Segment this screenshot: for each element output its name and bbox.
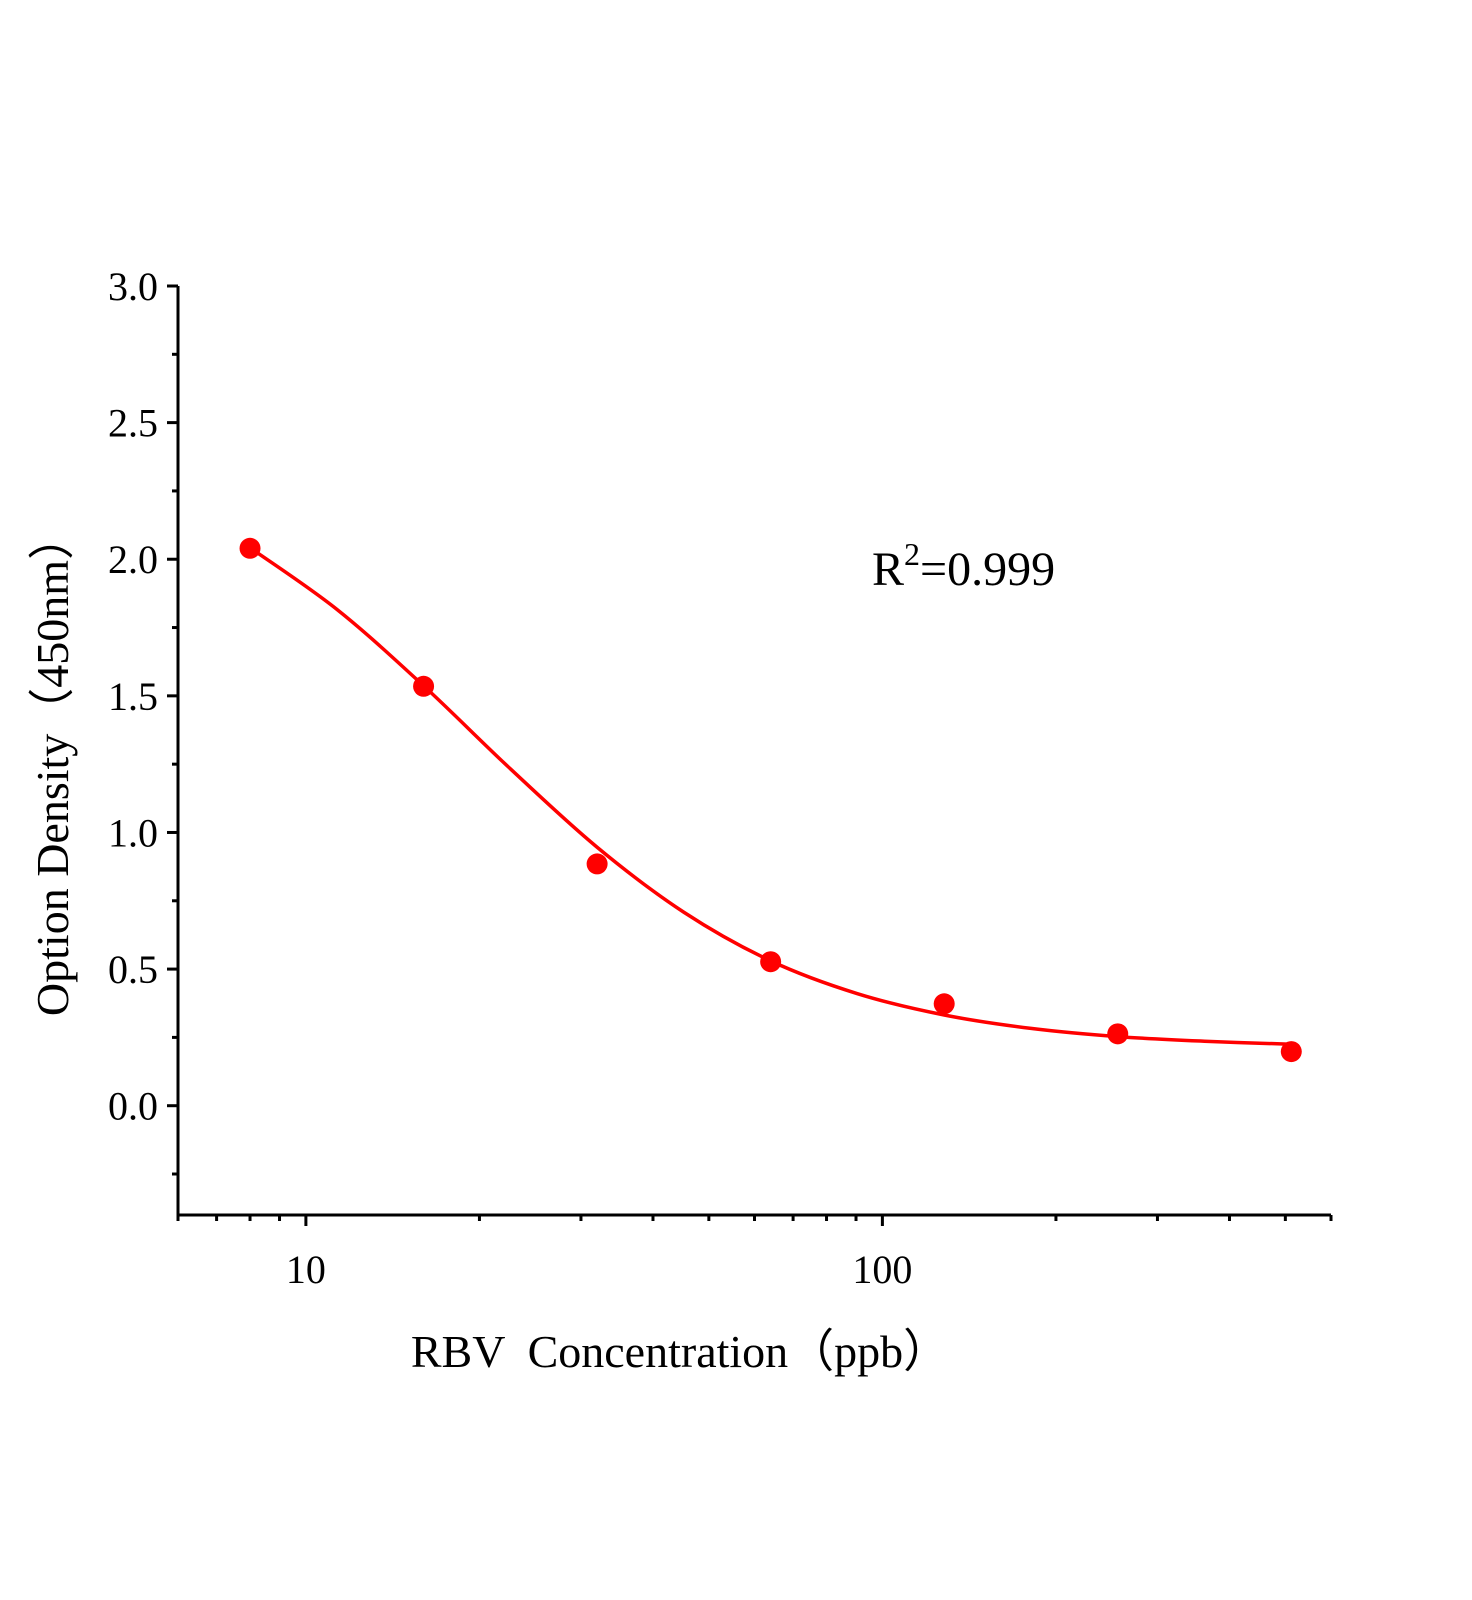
data-point — [933, 993, 955, 1015]
y-tick-label: 1.0 — [108, 810, 158, 855]
data-point — [760, 951, 782, 973]
data-point — [1107, 1023, 1129, 1045]
y-tick-label: 0.5 — [108, 947, 158, 992]
y-axis-label: Option Density（450nm） — [27, 514, 78, 1016]
annotation-base: R — [872, 543, 904, 596]
x-tick-label: 10 — [286, 1247, 326, 1292]
annotation-superscript: 2 — [904, 536, 920, 572]
annotation-value: =0.999 — [920, 543, 1055, 596]
axes: 0.0 0.5 1.0 1.5 2.0 2.5 3.0 10 100 — [108, 264, 1333, 1292]
data-point — [413, 675, 435, 697]
y-tick-label: 0.0 — [108, 1084, 158, 1129]
r-squared-annotation: R2=0.999 — [872, 536, 1055, 596]
data-point — [586, 853, 608, 875]
plot-marks — [239, 537, 1302, 1063]
y-tick-label: 3.0 — [108, 264, 158, 309]
data-point — [239, 537, 261, 559]
data-point — [1280, 1041, 1302, 1063]
y-tick-label: 2.5 — [108, 401, 158, 446]
x-axis-label: RBV Concentration（ppb） — [411, 1326, 949, 1377]
y-tick-label: 1.5 — [108, 674, 158, 719]
x-tick-label: 100 — [852, 1247, 912, 1292]
y-tick-label: 2.0 — [108, 537, 158, 582]
